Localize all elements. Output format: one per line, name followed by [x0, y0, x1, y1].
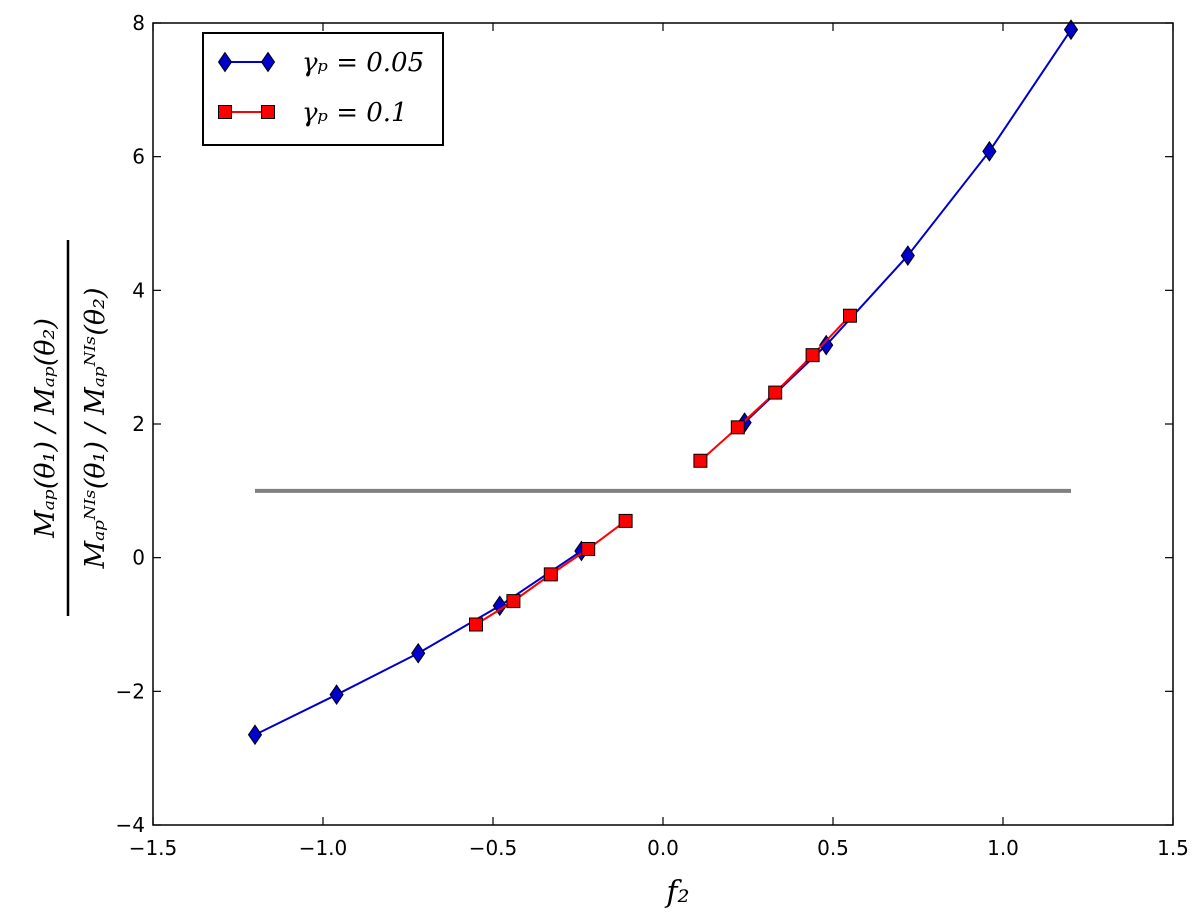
- series-1-point: [693, 453, 708, 468]
- series-1-point: [843, 308, 857, 323]
- series-1-point: [543, 567, 558, 582]
- legend: γₚ = 0.05 γₚ = 0.1: [202, 32, 444, 146]
- series-0-point: [247, 724, 263, 746]
- legend-entry-1: γₚ = 0.1: [218, 98, 408, 128]
- series-0-point: [329, 684, 344, 706]
- series-0-point: [411, 642, 426, 664]
- series-1-point: [469, 617, 483, 632]
- y-tick-label: −2: [116, 679, 145, 703]
- series-1-point: [805, 348, 820, 363]
- y-tick-label: 2: [132, 412, 145, 436]
- x-axis-label: f₂: [664, 875, 689, 910]
- legend-marker: [218, 105, 232, 119]
- y-tick-label: −4: [116, 813, 145, 837]
- series-0-point: [900, 245, 915, 266]
- x-tick-label: −1.0: [299, 836, 348, 860]
- plot-area: [247, 19, 1079, 746]
- series-1-point: [581, 541, 596, 556]
- legend-box: [202, 32, 444, 146]
- series-1-point: [768, 385, 783, 400]
- series-1: [469, 308, 857, 632]
- series-0-point: [819, 334, 834, 356]
- legend-label: γₚ = 0.05: [302, 48, 424, 78]
- legend-items: γₚ = 0.05 γₚ = 0.1: [217, 48, 424, 128]
- x-tick-label: −1.5: [129, 836, 178, 860]
- x-tick-label: 1.0: [987, 836, 1019, 860]
- legend-entry-0: γₚ = 0.05: [217, 48, 424, 78]
- x-tick-label: 0.5: [817, 836, 849, 860]
- x-tick-label: 0.0: [647, 836, 679, 860]
- y-tick-label: 8: [132, 11, 145, 35]
- legend-marker: [217, 51, 233, 73]
- y-tick-label: 0: [132, 546, 145, 570]
- y-tick-label: 6: [132, 145, 145, 169]
- series-0-point: [1063, 19, 1079, 41]
- series-1-point: [618, 513, 633, 528]
- y-tick-label: 4: [132, 278, 145, 302]
- y-axis-label-denominator: Mₐₚᴺᴵˢ(θ₁) / Mₐₚᴺᴵˢ(θ₂): [80, 287, 111, 569]
- legend-label: γₚ = 0.1: [302, 98, 408, 128]
- series-1-point: [730, 420, 745, 435]
- series-1-point: [506, 594, 521, 609]
- series-0-point: [982, 140, 997, 162]
- legend-marker: [260, 51, 276, 73]
- x-tick-label: −0.5: [469, 836, 518, 860]
- y-axis-label: Mₐₚ(θ₁) / Mₐₚ(θ₂) Mₐₚᴺᴵˢ(θ₁) / Mₐₚᴺᴵˢ(θ₂…: [30, 240, 111, 616]
- legend-marker: [261, 105, 275, 119]
- y-axis-label-numerator: Mₐₚ(θ₁) / Mₐₚ(θ₂): [30, 318, 61, 539]
- x-tick-label: 1.5: [1157, 836, 1189, 860]
- axis-ticks: −1.5 −1.0 −0.5 0.0 0.5 1.0 1.5 −4 −2 0 2 4 6 8: [116, 11, 1189, 860]
